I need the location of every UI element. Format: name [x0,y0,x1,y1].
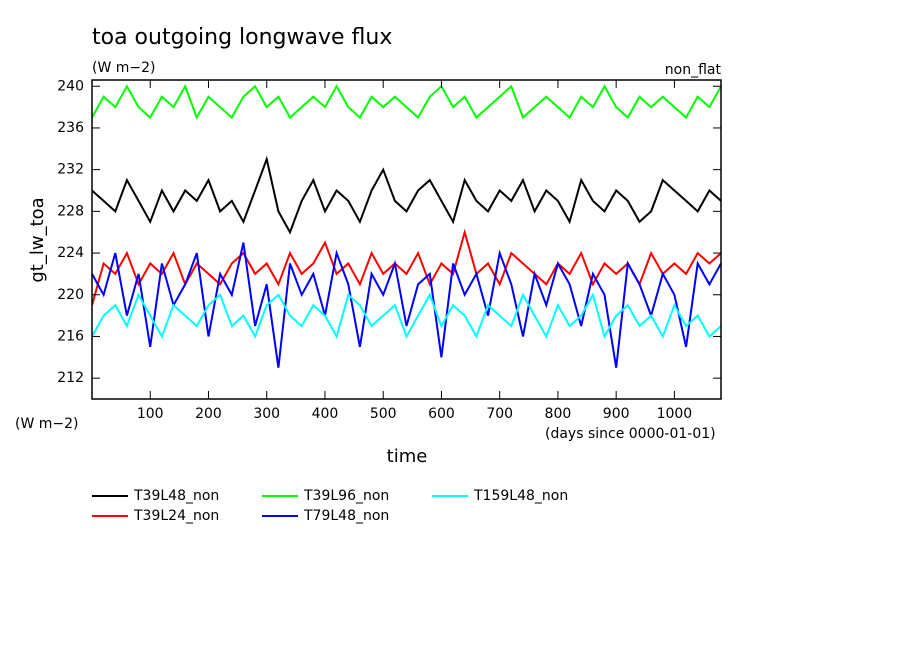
series-line [92,242,721,368]
legend-label: T159L48_non [473,488,568,504]
legend-label: T39L24_non [133,508,219,524]
y-tick-label: 236 [57,120,84,136]
y-axis-label: gt_lw_toa [27,197,48,282]
x-axis-label: time [387,446,428,467]
x-tick-label: 400 [312,406,339,422]
series-line [92,292,721,340]
x-tick-label: 800 [545,406,572,422]
series-line [92,83,721,120]
y-tick-label: 220 [57,287,84,303]
x-tick-label: 900 [603,406,630,422]
series-line [92,228,721,306]
y-tick-label: 224 [57,245,84,261]
x-tick-label: 200 [195,406,222,422]
y-tick-label: 228 [57,203,84,219]
y-tick-label: 232 [57,162,84,178]
series-line [92,155,721,235]
x-tick-label: 600 [428,406,455,422]
chart-title: toa outgoing longwave flux [92,25,392,50]
x-tick-label: 700 [486,406,513,422]
x-tick-label: 100 [137,406,164,422]
legend-label: T79L48_non [303,508,389,524]
y-tick-label: 216 [57,328,84,344]
legend-label: T39L48_non [133,488,219,504]
y-tick-label: 240 [57,78,84,94]
x-tick-label: 500 [370,406,397,422]
legend-label: T39L96_non [303,488,389,504]
y-unit: (W m−2) [15,416,79,432]
x-tick-label: 300 [253,406,280,422]
plot-area [92,83,721,368]
chart-subtitle: (W m−2) [92,60,156,76]
annotation: non_flat [665,62,722,78]
plot-frame [91,79,722,400]
x-tick-label: 1000 [657,406,693,422]
y-tick-label: 212 [57,370,84,386]
x-unit: (days since 0000-01-01) [545,426,716,442]
